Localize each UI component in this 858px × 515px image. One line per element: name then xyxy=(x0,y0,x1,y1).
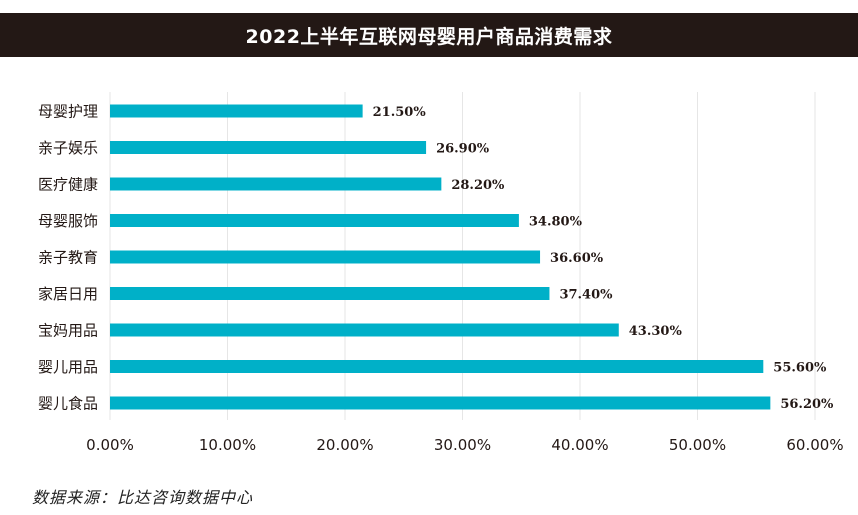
bar-chart: 0.00% 10.00% 20.00% 30.00% 40.00% 50.00% 60.00… xyxy=(38,92,844,454)
data-label: 21.50% xyxy=(373,105,427,120)
bar xyxy=(110,360,764,373)
x-tick-label: 40.00% xyxy=(551,436,608,454)
category-label: 宝妈用品 xyxy=(38,322,98,340)
x-tick-label: 10.00% xyxy=(199,436,256,454)
bar xyxy=(110,141,427,154)
category-label: 亲子娱乐 xyxy=(38,139,98,157)
bar xyxy=(110,214,519,227)
bar xyxy=(110,250,541,264)
data-label: 34.80% xyxy=(529,215,583,230)
x-tick-label: 20.00% xyxy=(316,436,373,454)
bar xyxy=(110,104,363,118)
bar xyxy=(110,177,442,191)
category-label: 婴儿用品 xyxy=(38,358,98,376)
category-label: 医疗健康 xyxy=(38,176,98,194)
data-label: 36.60% xyxy=(550,251,604,266)
x-tick-label: 30.00% xyxy=(434,436,491,454)
bar xyxy=(110,323,619,337)
bar xyxy=(110,287,550,300)
bar xyxy=(110,396,771,410)
category-label: 婴儿食品 xyxy=(38,395,98,413)
data-label: 37.40% xyxy=(559,288,613,303)
category-label: 家居日用 xyxy=(38,285,98,303)
data-label: 28.20% xyxy=(451,178,505,193)
data-label: 26.90% xyxy=(436,142,490,157)
chart-title: 2022上半年互联网母婴用户商品消费需求 xyxy=(245,25,613,48)
x-tick-label: 0.00% xyxy=(86,436,134,454)
category-label: 母婴服饰 xyxy=(38,212,98,230)
data-label: 43.30% xyxy=(629,324,683,339)
data-label: 55.60% xyxy=(773,361,827,376)
source-note: 数据来源：比达咨询数据中心 xyxy=(32,488,254,507)
data-label: 56.20% xyxy=(780,397,834,412)
chart-title-bar: 2022上半年互联网母婴用户商品消费需求 xyxy=(0,13,858,57)
category-label: 母婴护理 xyxy=(38,103,98,121)
category-label: 亲子教育 xyxy=(38,249,98,267)
x-tick-label: 50.00% xyxy=(669,436,726,454)
x-tick-label: 60.00% xyxy=(786,436,843,454)
